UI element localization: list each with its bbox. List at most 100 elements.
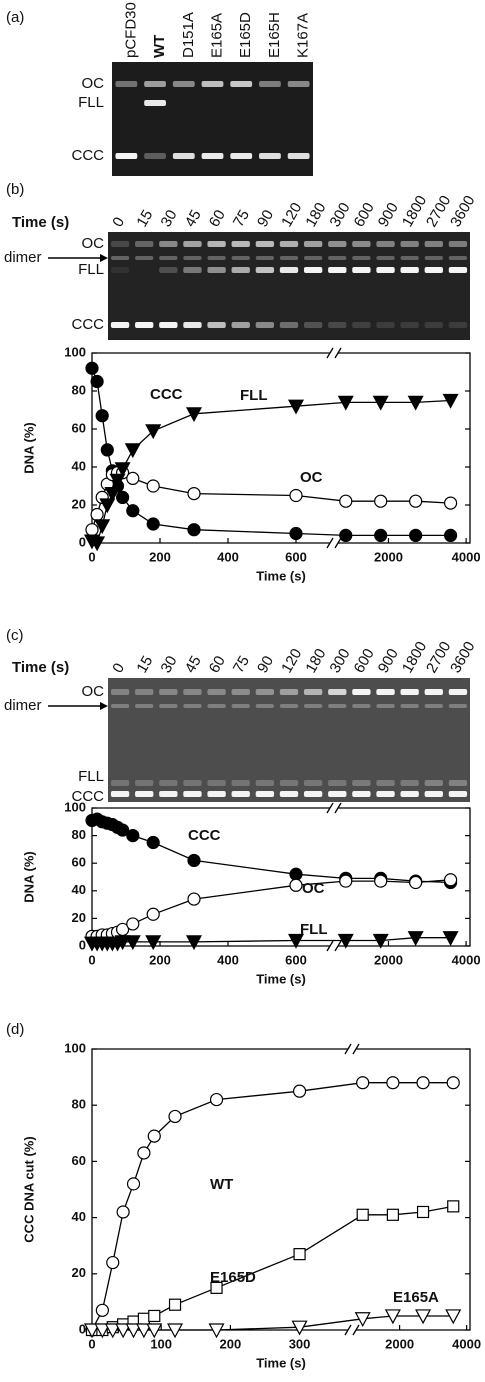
gel-band	[159, 322, 178, 328]
gel-band	[230, 81, 253, 87]
x-tick-label: 200	[220, 1336, 242, 1351]
series-line	[91, 367, 451, 537]
marker	[289, 488, 303, 503]
gel-band	[110, 791, 130, 797]
marker	[374, 874, 388, 888]
gel-axis-label: Time (s)	[12, 659, 69, 676]
lane-label: 2700	[423, 193, 454, 230]
x-tick-label: 2000	[374, 952, 403, 967]
gel-band	[159, 256, 178, 260]
gel-band	[400, 780, 419, 786]
lane-label: 15	[133, 207, 156, 230]
gel-band	[328, 791, 347, 797]
y-tick-label: 40	[72, 458, 86, 473]
x-tick-label: 2000	[374, 549, 403, 564]
gel-band	[448, 322, 468, 328]
x-tick-label: 0	[88, 1336, 95, 1351]
lane-label: 30	[158, 207, 181, 230]
gel-band	[255, 704, 275, 708]
marker	[339, 528, 353, 543]
gel-band	[255, 791, 275, 797]
marker	[148, 1309, 161, 1323]
lane-label: 1800	[399, 193, 430, 230]
gel-band	[303, 256, 323, 260]
marker	[409, 528, 423, 543]
y-tick-label: 0	[79, 534, 86, 549]
gel-band	[110, 256, 130, 260]
band-label: CCC	[72, 316, 105, 333]
x-tick-label: 0	[88, 549, 95, 564]
gel-band	[328, 780, 347, 786]
gel-band	[259, 81, 281, 87]
y-tick-label: 0	[79, 937, 86, 952]
gel-band	[448, 689, 468, 695]
gel-band	[183, 689, 202, 695]
marker	[289, 867, 303, 881]
gel-band	[135, 322, 154, 328]
gel-band	[376, 267, 395, 273]
gel-band	[352, 256, 371, 260]
lane-label: 3600	[447, 639, 478, 676]
marker	[104, 487, 121, 502]
marker	[83, 1323, 101, 1339]
axis-break	[326, 802, 342, 814]
gel-band	[376, 322, 395, 328]
gel-band	[424, 322, 443, 328]
gel-band	[201, 153, 224, 159]
gel-band	[287, 81, 310, 87]
gel-band	[207, 780, 226, 786]
lane-label: 1800	[399, 639, 430, 676]
gel-band	[352, 704, 371, 708]
gel-band	[303, 791, 323, 797]
marker	[146, 1323, 163, 1339]
gel-band	[183, 704, 202, 708]
gel-image	[108, 678, 470, 802]
marker	[289, 878, 303, 892]
gel-band	[207, 689, 226, 695]
gel-band	[424, 780, 443, 786]
gel-band	[352, 780, 371, 786]
band-label: FLL	[78, 94, 104, 111]
lane-label: 180	[302, 200, 329, 230]
gel-band	[172, 153, 195, 159]
lane-label: 300	[326, 646, 353, 676]
series-label: E165A	[393, 1289, 439, 1306]
marker	[386, 1208, 399, 1221]
gel-band	[135, 704, 154, 708]
gel-band	[207, 322, 226, 328]
marker	[356, 1076, 370, 1090]
lane-label: 45	[182, 207, 205, 230]
marker	[104, 1323, 121, 1339]
panel-label: (a)	[6, 9, 24, 26]
lane-label: 120	[278, 200, 305, 230]
lane-label: 180	[302, 646, 329, 676]
x-axis-label: Time (s)	[256, 1355, 306, 1370]
gel-band	[279, 256, 299, 260]
gel-band	[400, 704, 419, 708]
band-label: CCC	[72, 147, 105, 164]
gel-band	[376, 780, 395, 786]
band-label: FLL	[78, 261, 104, 278]
gel-band	[115, 153, 138, 159]
lane-label: 30	[158, 653, 181, 676]
gel-band	[400, 322, 419, 328]
marker	[287, 399, 305, 415]
gel-band	[135, 780, 154, 786]
series-line	[91, 472, 451, 530]
y-tick-label: 40	[72, 1209, 86, 1224]
x-tick-label: 600	[285, 952, 307, 967]
gel-band	[400, 689, 419, 695]
marker	[100, 443, 114, 457]
lane-label: 300	[326, 200, 353, 230]
marker	[167, 1323, 184, 1339]
panel-label: (d)	[6, 1021, 24, 1038]
marker	[99, 498, 116, 514]
gel-band	[159, 267, 178, 273]
gel-band	[448, 704, 468, 708]
band-label: FLL	[78, 768, 104, 785]
marker	[126, 504, 140, 518]
marker	[115, 490, 130, 504]
marker	[85, 361, 99, 375]
x-tick-label: 400	[217, 952, 239, 967]
marker	[89, 536, 106, 552]
